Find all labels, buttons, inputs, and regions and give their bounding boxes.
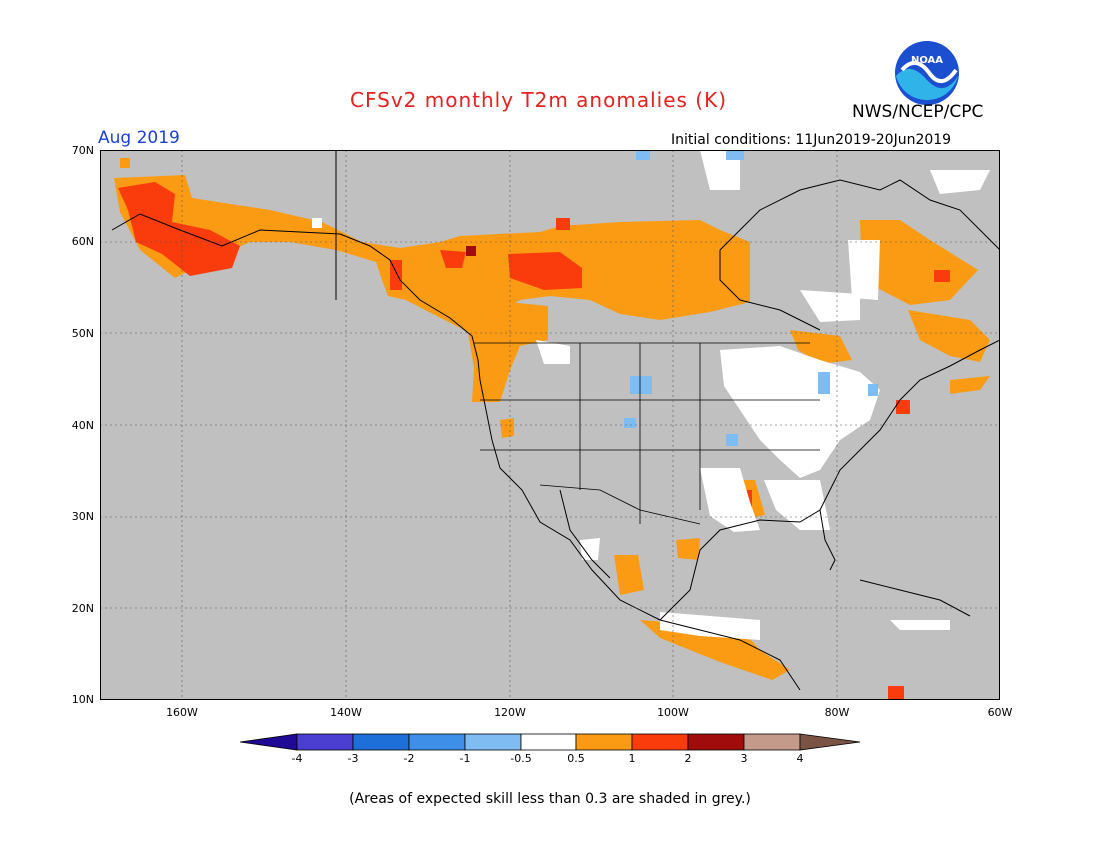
noaa-logo-text: NOAA [910,55,944,66]
anomaly-positive-regions [114,158,990,680]
anomaly-negative-regions [624,150,878,446]
political-borders [474,342,820,525]
lat-label: 20N [71,602,94,615]
anomaly-map [100,150,1000,700]
lat-label: 10N [71,693,94,706]
graticule [100,150,1000,700]
colorbar-label: -1 [459,752,471,765]
colorbar-label: 0.5 [567,752,585,765]
lat-label: 40N [71,419,94,432]
noaa-logo [895,41,959,105]
colorbar-label: -3 [347,752,359,765]
anomaly-neutral-regions [312,150,990,640]
lon-label: 120W [494,706,526,719]
lon-label: 100W [657,706,689,719]
organization-label: NWS/NCEP/CPC [852,102,984,122]
lon-label: 160W [166,706,198,719]
colorbar-label: 3 [740,752,748,765]
anomaly-strong-positive-regions [118,182,950,700]
colorbar-label: -2 [403,752,415,765]
lon-label: 140W [330,706,362,719]
forecast-month: Aug 2019 [98,128,180,148]
colorbar-label: 4 [796,752,804,765]
lat-label: 70N [71,144,94,157]
lat-label: 50N [71,327,94,340]
map-title: CFSv2 monthly T2m anomalies (K) [350,88,727,112]
lon-label: 60W [987,706,1013,719]
colorbar-label: 2 [684,752,692,765]
lat-label: 30N [71,510,94,523]
lat-label: 60N [71,235,94,248]
initial-conditions: Initial conditions: 11Jun2019-20Jun2019 [671,132,952,148]
anomaly-extreme-positive-regions [466,246,476,256]
skill-note: (Areas of expected skill less than 0.3 a… [349,791,751,807]
colorbar [240,733,861,751]
colorbar-label: -4 [291,752,303,765]
colorbar-label: 1 [628,752,636,765]
colorbar-label: -0.5 [510,752,532,765]
lon-label: 80W [824,706,850,719]
map-frame [100,150,1000,700]
coastlines [111,150,1000,691]
